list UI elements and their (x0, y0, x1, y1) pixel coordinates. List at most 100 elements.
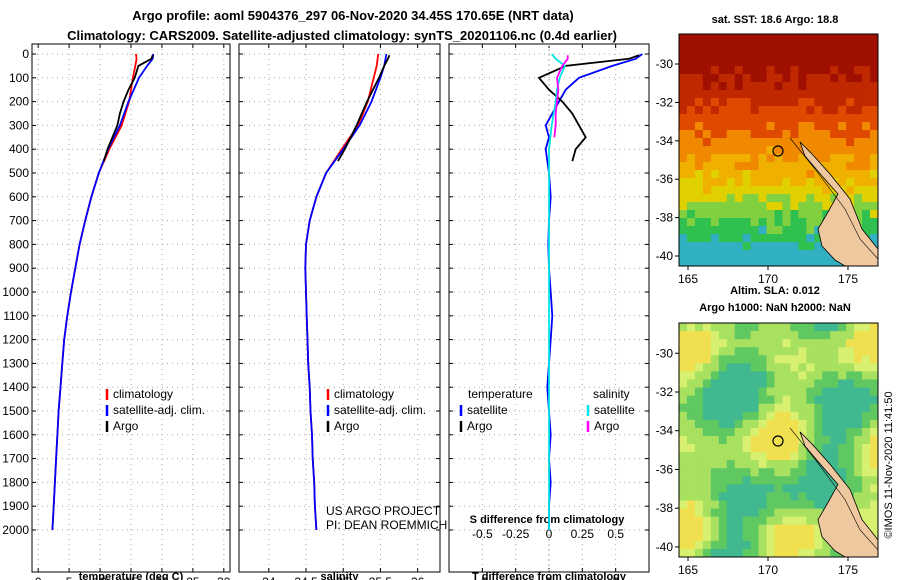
map-cell (798, 395, 807, 405)
map-cell (750, 178, 759, 187)
map-cell (742, 476, 752, 485)
map-cell (726, 202, 736, 211)
map-cell (686, 516, 696, 526)
map-cell (790, 42, 799, 51)
map-cell (814, 476, 823, 485)
map-cell (694, 532, 704, 542)
map-cell (870, 58, 879, 67)
map-cell (806, 379, 815, 388)
map-cell (854, 379, 863, 388)
legend-satellite-adj-label: satellite-adj. clim. (113, 403, 205, 417)
map-cell (806, 50, 815, 59)
map-cell (806, 130, 815, 139)
map-cell (782, 194, 791, 203)
map-cell (679, 548, 688, 558)
map-cell (806, 427, 815, 437)
y-tick-label: 1000 (2, 285, 29, 299)
map-cell (862, 411, 871, 421)
map-lon-label: 175 (838, 272, 858, 286)
x-tick-label: 34.5 (294, 575, 318, 580)
map-cell (718, 516, 728, 526)
map-cell (686, 58, 696, 67)
map-cell (814, 106, 823, 115)
map-cell (742, 210, 752, 219)
map-cell (790, 323, 799, 332)
map-cell (686, 154, 696, 163)
map-cell (766, 387, 775, 397)
land-mass (799, 431, 879, 558)
map-cell (798, 355, 807, 364)
map-cell (679, 452, 688, 461)
map-cell (742, 452, 752, 461)
map-cell (806, 210, 815, 219)
map-cell (726, 444, 736, 453)
map-cell (790, 98, 799, 107)
map-cell (782, 540, 791, 550)
map-cell (830, 395, 839, 405)
map-cell (822, 363, 831, 372)
map-cell (798, 387, 807, 397)
map-cell (710, 524, 720, 534)
map-cell (782, 66, 791, 75)
map-cell (838, 42, 847, 51)
map-cell (734, 98, 744, 107)
map-cell (830, 154, 839, 163)
map-cell (702, 210, 712, 219)
map-cell (710, 234, 720, 243)
map-cell (822, 250, 831, 259)
map-lat-label: -40 (656, 249, 674, 263)
map-cell (774, 186, 783, 195)
map-cell (758, 379, 767, 388)
map-cell (766, 323, 775, 332)
map-cell (702, 347, 712, 356)
map-cell (790, 258, 799, 267)
map-cell (822, 74, 831, 83)
map-cell (742, 323, 752, 332)
map-cell (774, 66, 783, 75)
map-cell (806, 114, 815, 123)
map-cell (822, 347, 831, 356)
map-cell (718, 154, 728, 163)
map-cell (814, 403, 823, 413)
map-cell (750, 524, 759, 534)
map-cell (846, 154, 855, 163)
map-cell (679, 218, 688, 227)
map-cell (702, 452, 712, 461)
map-cell (750, 492, 759, 501)
map-cell (766, 210, 775, 219)
map-cell (766, 122, 775, 131)
map-cell (782, 234, 791, 243)
map-cell (686, 339, 696, 348)
map-cell (679, 34, 688, 43)
map-cell (679, 98, 688, 107)
map-cell (766, 58, 775, 67)
map-cell (806, 411, 815, 421)
temperature-panel: 0100200300400500600700800900100011001200… (2, 43, 231, 580)
map-cell (798, 524, 807, 534)
map-cell (790, 66, 799, 75)
map-cell (830, 50, 839, 59)
map-cell (766, 82, 775, 91)
map-cell (862, 210, 871, 219)
map-cell (702, 460, 712, 469)
map-cell (726, 395, 736, 405)
map-cell (686, 435, 696, 445)
map-cell (774, 178, 783, 187)
sla-argo-marker (772, 435, 784, 447)
map-cell (862, 452, 871, 461)
map-cell (742, 500, 752, 509)
map-cell (846, 106, 855, 115)
map-cell (870, 411, 879, 421)
x-tick-label: 36 (411, 575, 425, 580)
map-cell (734, 331, 744, 340)
map-lat-label: -30 (656, 346, 674, 360)
map-cell (686, 42, 696, 51)
map-cell (766, 403, 775, 413)
map-cell (798, 468, 807, 477)
map-cell (750, 516, 759, 526)
map-cell (830, 363, 839, 372)
map-cell (679, 154, 688, 163)
map-cell (758, 339, 767, 348)
map-cell (694, 363, 704, 372)
map-cell (806, 387, 815, 397)
